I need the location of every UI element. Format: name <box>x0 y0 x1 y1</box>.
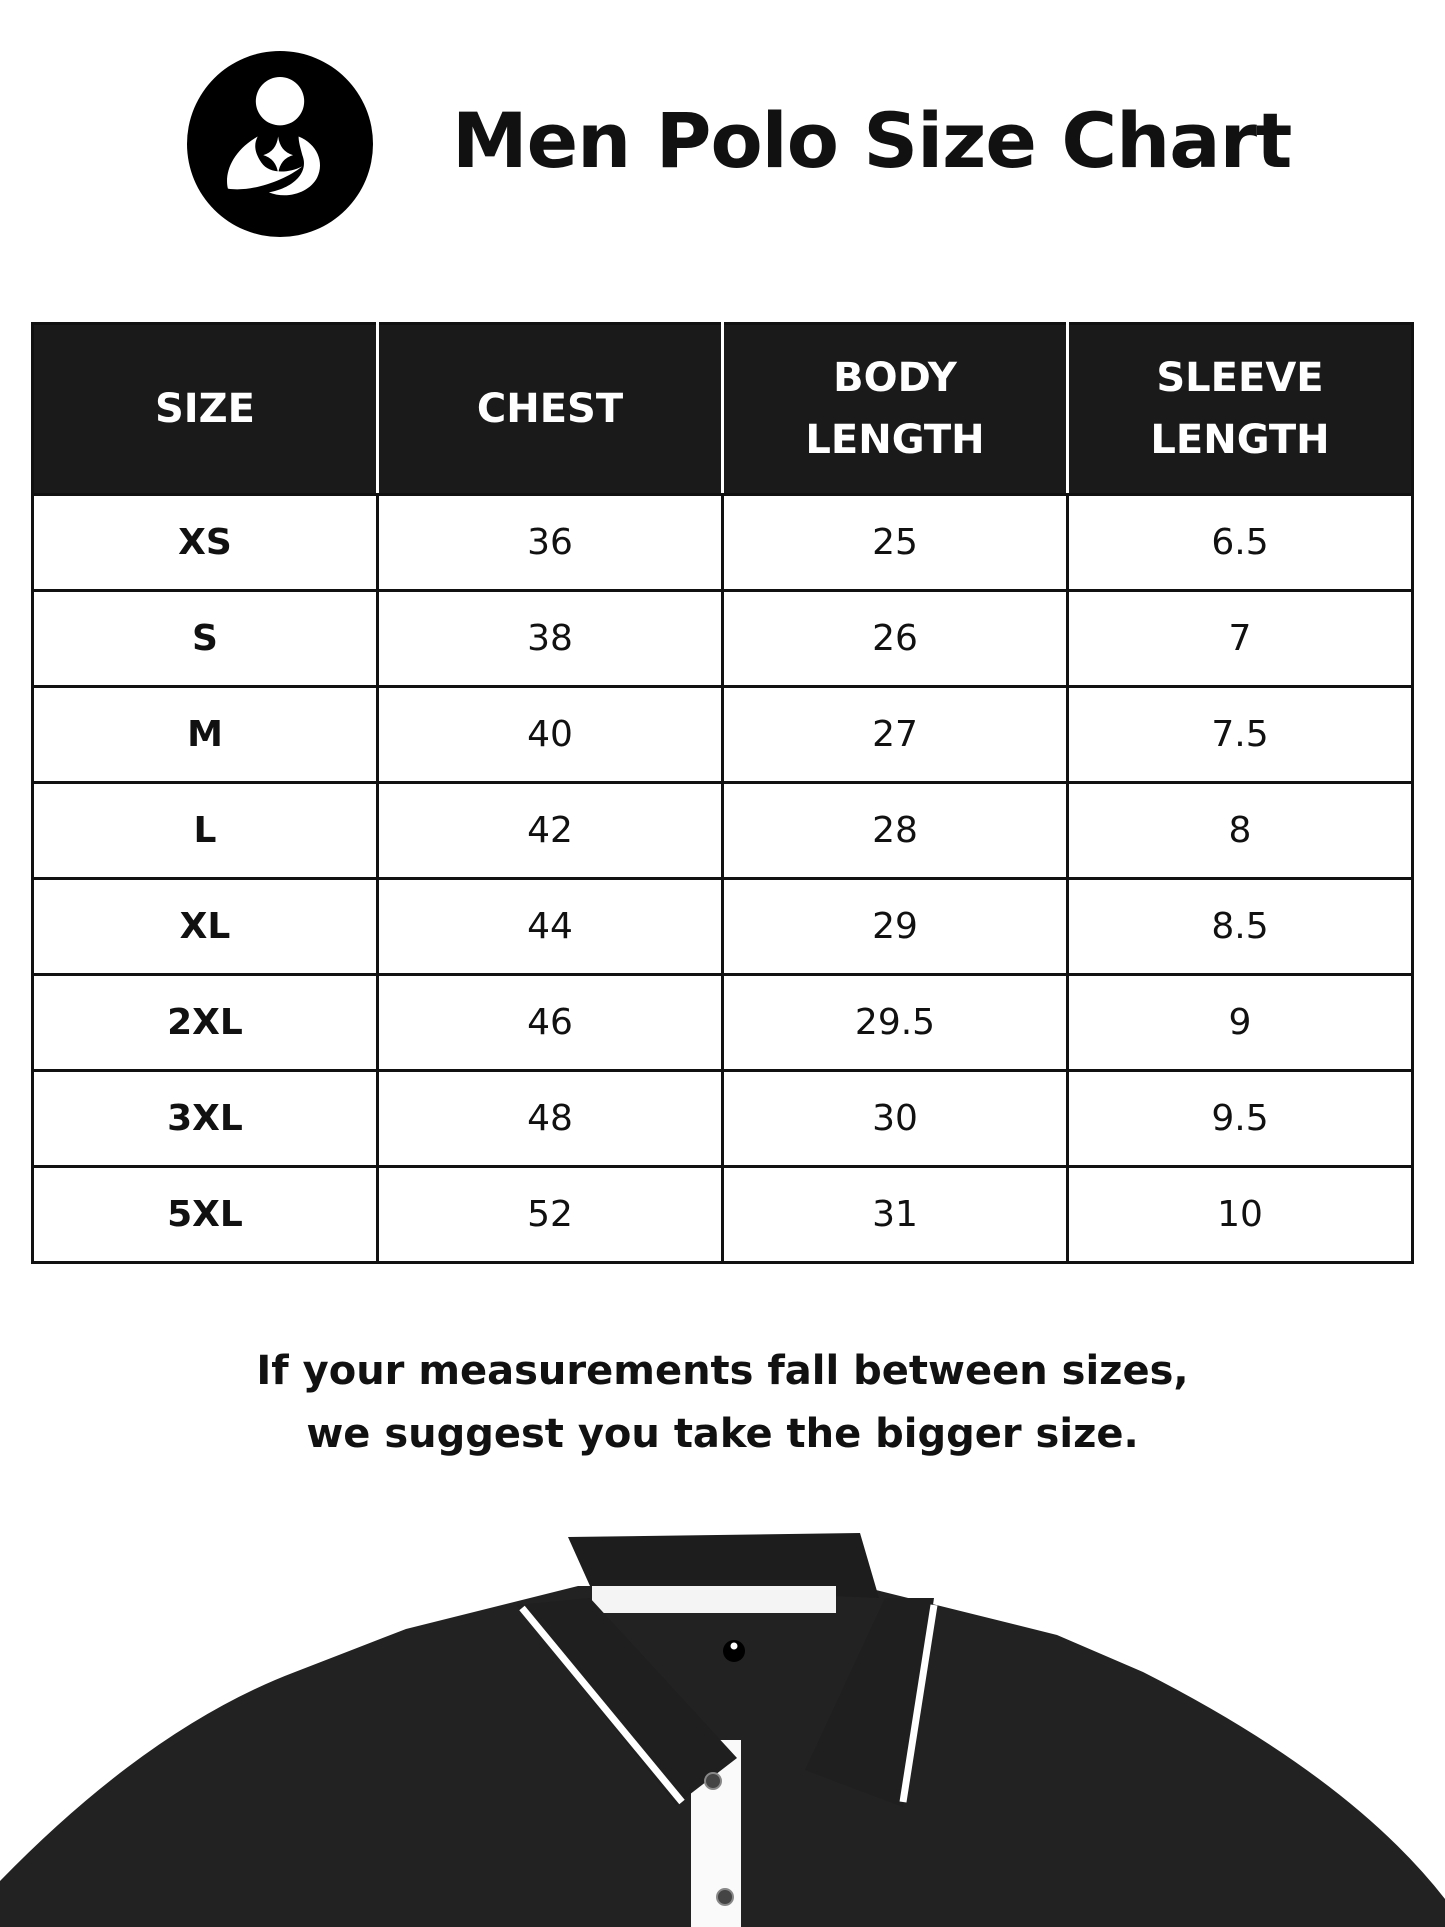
collar-left-flap <box>516 1598 737 1805</box>
cell-size: M <box>31 685 379 784</box>
column-header-sleeve-length: SLEEVE LENGTH <box>1066 322 1414 496</box>
button-icon <box>716 1888 734 1906</box>
table-row: XL 44 29 8.5 <box>31 877 1414 976</box>
collar-logo-icon <box>723 1640 745 1662</box>
cell-body-length: 28 <box>721 781 1069 880</box>
collar-inner-strip <box>592 1586 836 1613</box>
page-title: Men Polo Size Chart <box>452 96 1292 185</box>
note-line-2: we suggest you take the bigger size. <box>306 1411 1139 1457</box>
cell-chest: 52 <box>376 1165 724 1264</box>
cell-body-length: 29 <box>721 877 1069 976</box>
cell-size: 3XL <box>31 1069 379 1168</box>
cell-sleeve-length: 8.5 <box>1066 877 1414 976</box>
table-header-row: SIZE CHEST BODY LENGTH SLEEVE LENGTH <box>31 322 1414 496</box>
cell-chest: 40 <box>376 685 724 784</box>
cell-sleeve-length: 10 <box>1066 1165 1414 1264</box>
cell-body-length: 29.5 <box>721 973 1069 1072</box>
cell-body-length: 30 <box>721 1069 1069 1168</box>
size-advice-note: If your measurements fall between sizes,… <box>0 1340 1445 1466</box>
collar-right-flap <box>805 1598 934 1807</box>
brand-logo-icon <box>187 51 373 237</box>
table-row: 5XL 52 31 10 <box>31 1165 1414 1264</box>
table-row: S 38 26 7 <box>31 589 1414 688</box>
cell-size: 2XL <box>31 973 379 1072</box>
cell-chest: 46 <box>376 973 724 1072</box>
table-row: M 40 27 7.5 <box>31 685 1414 784</box>
table-row: XS 36 25 6.5 <box>31 493 1414 592</box>
column-header-size: SIZE <box>31 322 379 496</box>
column-header-chest: CHEST <box>376 322 724 496</box>
cell-size: XS <box>31 493 379 592</box>
cell-sleeve-length: 7 <box>1066 589 1414 688</box>
cell-sleeve-length: 7.5 <box>1066 685 1414 784</box>
cell-chest: 38 <box>376 589 724 688</box>
cell-chest: 48 <box>376 1069 724 1168</box>
table-row: 3XL 48 30 9.5 <box>31 1069 1414 1168</box>
cell-body-length: 27 <box>721 685 1069 784</box>
cell-sleeve-length: 9 <box>1066 973 1414 1072</box>
cell-sleeve-length: 8 <box>1066 781 1414 880</box>
cell-size: 5XL <box>31 1165 379 1264</box>
column-header-body-length: BODY LENGTH <box>721 322 1069 496</box>
polo-shirt-image <box>0 1533 1445 1927</box>
cell-sleeve-length: 6.5 <box>1066 493 1414 592</box>
cell-size: L <box>31 781 379 880</box>
cell-chest: 44 <box>376 877 724 976</box>
cell-body-length: 26 <box>721 589 1069 688</box>
note-line-1: If your measurements fall between sizes, <box>256 1348 1189 1394</box>
size-table: SIZE CHEST BODY LENGTH SLEEVE LENGTH XS 3… <box>31 322 1414 1264</box>
cell-body-length: 25 <box>721 493 1069 592</box>
cell-chest: 42 <box>376 781 724 880</box>
collar-back <box>568 1533 879 1598</box>
cell-size: XL <box>31 877 379 976</box>
cell-size: S <box>31 589 379 688</box>
cell-body-length: 31 <box>721 1165 1069 1264</box>
cell-sleeve-length: 9.5 <box>1066 1069 1414 1168</box>
table-row: L 42 28 8 <box>31 781 1414 880</box>
cell-chest: 36 <box>376 493 724 592</box>
table-row: 2XL 46 29.5 9 <box>31 973 1414 1072</box>
button-icon <box>704 1772 722 1790</box>
